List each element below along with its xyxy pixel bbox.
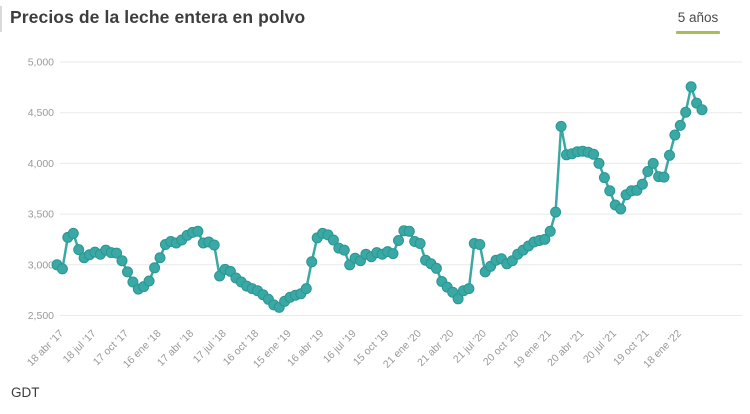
data-point[interactable] (658, 171, 670, 183)
data-point[interactable] (647, 157, 659, 169)
range-selector-label: 5 años (677, 10, 719, 25)
data-point[interactable] (414, 238, 426, 249)
data-point[interactable] (149, 262, 161, 274)
data-point[interactable] (67, 227, 79, 239)
data-point[interactable] (555, 120, 567, 132)
data-point[interactable] (111, 247, 123, 259)
left-edge-divider (0, 6, 2, 32)
data-point[interactable] (544, 225, 556, 237)
series-line (55, 85, 704, 309)
y-axis-tick-label: 3,500 (28, 209, 54, 221)
y-axis-tick-label: 2,500 (28, 310, 54, 322)
y-axis-tick-label: 3,000 (28, 259, 54, 271)
data-point[interactable] (664, 149, 675, 161)
data-point[interactable] (680, 106, 692, 118)
range-selector-5-years[interactable]: 5 años (676, 9, 720, 34)
data-point[interactable] (636, 178, 648, 190)
data-point[interactable] (154, 252, 166, 264)
data-point[interactable] (338, 244, 350, 256)
x-axis-tick-label: 18 abr '17 (25, 328, 66, 369)
data-point[interactable] (604, 185, 616, 197)
data-point[interactable] (116, 255, 128, 267)
data-point[interactable] (685, 81, 697, 93)
data-point[interactable] (208, 239, 220, 251)
data-point[interactable] (474, 239, 486, 250)
data-point[interactable] (539, 233, 551, 245)
source-label: GDT (11, 385, 40, 400)
y-axis-tick-label: 4,500 (28, 107, 54, 119)
data-point[interactable] (642, 166, 654, 177)
data-point[interactable] (696, 104, 708, 116)
range-selector-active-indicator (676, 31, 720, 34)
data-point[interactable] (73, 244, 85, 256)
chart-title: Precios de la leche entera en polvo (10, 7, 306, 27)
data-point[interactable] (403, 225, 415, 237)
data-point[interactable] (615, 203, 627, 215)
data-point[interactable] (674, 119, 686, 131)
data-point[interactable] (593, 157, 605, 169)
data-point[interactable] (669, 129, 681, 141)
y-axis-tick-label: 4,000 (28, 158, 54, 170)
y-axis-tick-label: 5,000 (28, 57, 54, 69)
data-point[interactable] (327, 234, 339, 246)
data-point[interactable] (588, 148, 600, 160)
data-point[interactable] (430, 262, 442, 274)
data-point[interactable] (463, 283, 475, 295)
data-point[interactable] (306, 256, 318, 268)
data-point[interactable] (387, 248, 399, 260)
data-point[interactable] (598, 172, 610, 184)
data-point[interactable] (143, 275, 155, 287)
data-point[interactable] (393, 235, 404, 246)
data-point[interactable] (122, 266, 133, 278)
data-point[interactable] (550, 206, 562, 218)
data-point[interactable] (300, 283, 312, 295)
data-point[interactable] (452, 293, 464, 305)
data-point[interactable] (56, 263, 68, 275)
data-point[interactable] (192, 225, 204, 237)
